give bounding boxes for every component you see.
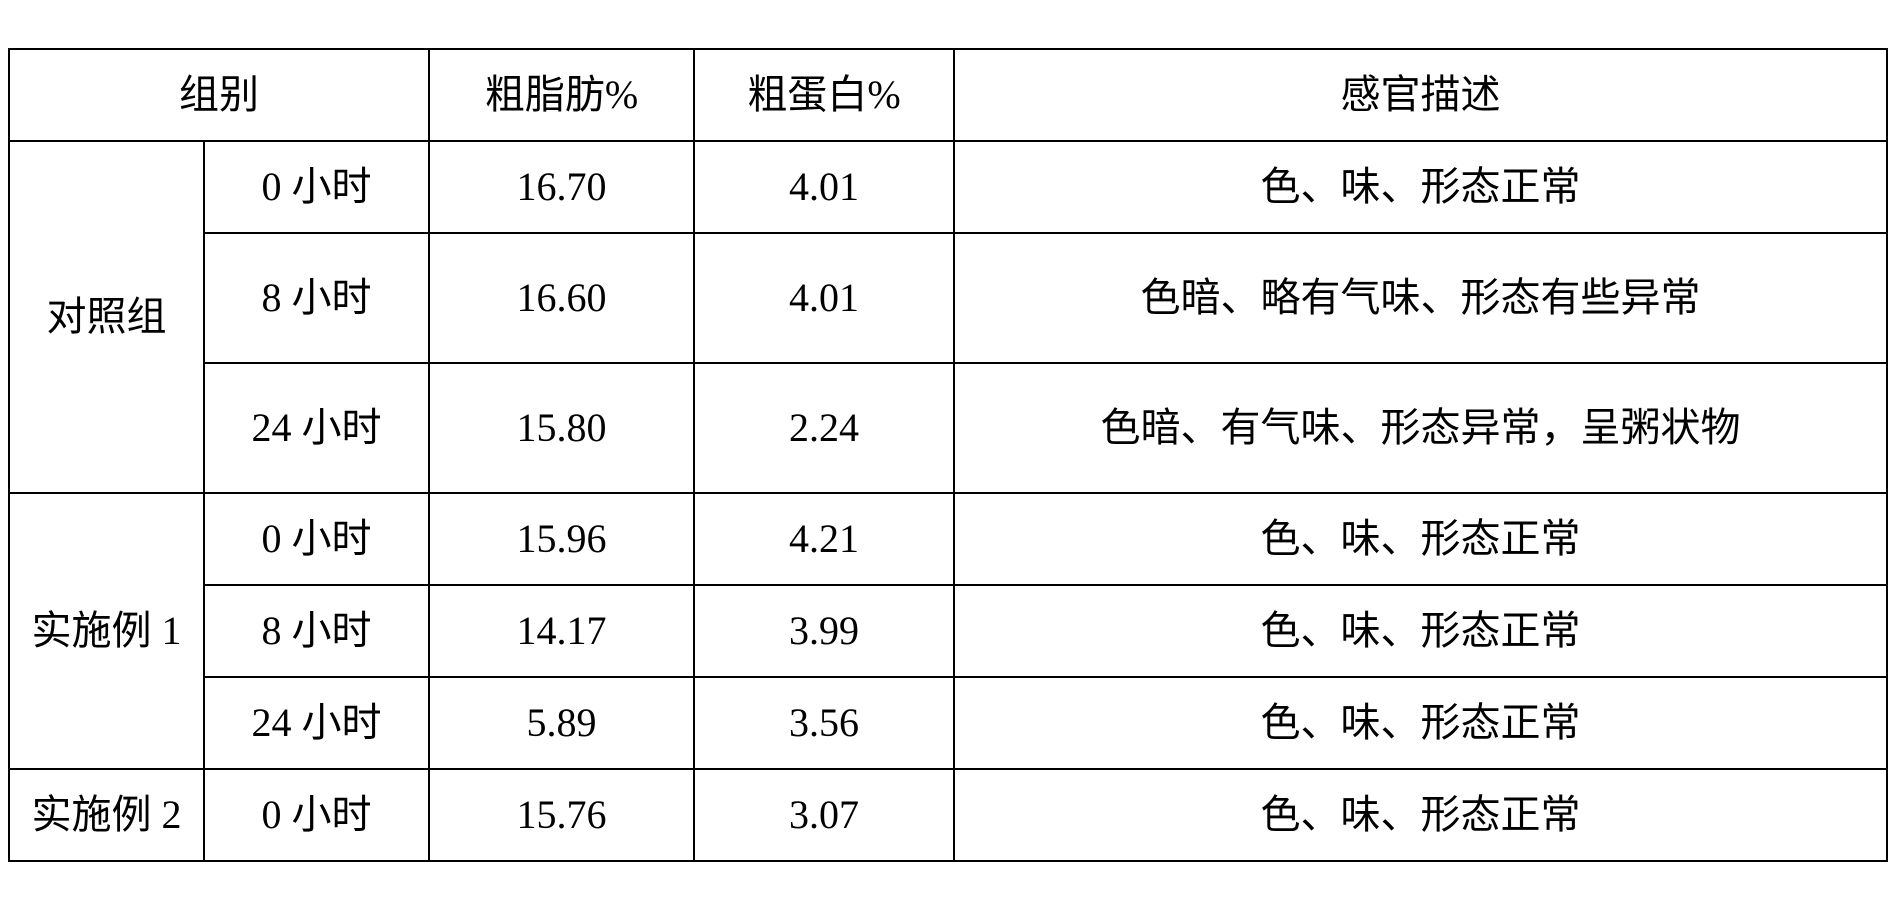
cell-fat: 15.96: [429, 493, 694, 585]
cell-fat: 15.80: [429, 363, 694, 493]
group-name: 实施例 1: [9, 493, 204, 769]
cell-time: 24 小时: [204, 363, 429, 493]
cell-protein: 3.56: [694, 677, 954, 769]
table-row: 实施例 2 0 小时 15.76 3.07 色、味、形态正常: [9, 769, 1887, 861]
group-name: 对照组: [9, 141, 204, 493]
cell-fat: 15.76: [429, 769, 694, 861]
header-group: 组别: [9, 49, 429, 141]
cell-protein: 4.01: [694, 141, 954, 233]
table-row: 实施例 1 0 小时 15.96 4.21 色、味、形态正常: [9, 493, 1887, 585]
header-fat: 粗脂肪%: [429, 49, 694, 141]
cell-protein: 3.07: [694, 769, 954, 861]
table-row: 24 小时 15.80 2.24 色暗、有气味、形态异常，呈粥状物: [9, 363, 1887, 493]
cell-fat: 5.89: [429, 677, 694, 769]
header-row: 组别 粗脂肪% 粗蛋白% 感官描述: [9, 49, 1887, 141]
cell-desc: 色、味、形态正常: [954, 769, 1887, 861]
group-name: 实施例 2: [9, 769, 204, 861]
table-row: 24 小时 5.89 3.56 色、味、形态正常: [9, 677, 1887, 769]
table-row: 对照组 0 小时 16.70 4.01 色、味、形态正常: [9, 141, 1887, 233]
cell-time: 8 小时: [204, 585, 429, 677]
cell-fat: 16.60: [429, 233, 694, 363]
cell-desc: 色暗、有气味、形态异常，呈粥状物: [954, 363, 1887, 493]
cell-time: 0 小时: [204, 769, 429, 861]
cell-fat: 14.17: [429, 585, 694, 677]
cell-protein: 2.24: [694, 363, 954, 493]
cell-desc: 色、味、形态正常: [954, 677, 1887, 769]
table-row: 8 小时 16.60 4.01 色暗、略有气味、形态有些异常: [9, 233, 1887, 363]
header-desc: 感官描述: [954, 49, 1887, 141]
cell-protein: 3.99: [694, 585, 954, 677]
data-table: 组别 粗脂肪% 粗蛋白% 感官描述 对照组 0 小时 16.70 4.01 色、…: [8, 48, 1888, 862]
header-protein: 粗蛋白%: [694, 49, 954, 141]
cell-fat: 16.70: [429, 141, 694, 233]
cell-protein: 4.21: [694, 493, 954, 585]
cell-time: 8 小时: [204, 233, 429, 363]
table-row: 8 小时 14.17 3.99 色、味、形态正常: [9, 585, 1887, 677]
cell-time: 0 小时: [204, 141, 429, 233]
cell-time: 24 小时: [204, 677, 429, 769]
data-table-container: 组别 粗脂肪% 粗蛋白% 感官描述 对照组 0 小时 16.70 4.01 色、…: [8, 48, 1888, 862]
cell-time: 0 小时: [204, 493, 429, 585]
cell-protein: 4.01: [694, 233, 954, 363]
cell-desc: 色暗、略有气味、形态有些异常: [954, 233, 1887, 363]
cell-desc: 色、味、形态正常: [954, 585, 1887, 677]
cell-desc: 色、味、形态正常: [954, 493, 1887, 585]
cell-desc: 色、味、形态正常: [954, 141, 1887, 233]
